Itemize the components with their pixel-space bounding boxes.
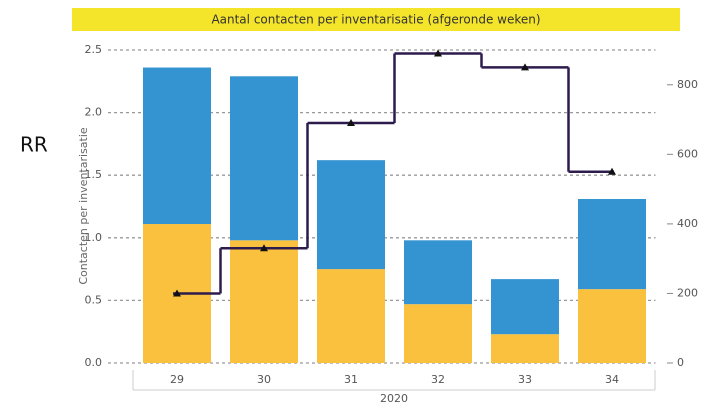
bar-segment (578, 198, 646, 290)
y-axis-label: Contacten per inventarisatie (77, 127, 90, 285)
x-tick-label: 29 (170, 373, 184, 386)
y2-tick-label: 400 (677, 217, 698, 230)
x-tick-label: 33 (518, 373, 532, 386)
bar-segment (230, 76, 298, 241)
y-tick-label: 1.5 (85, 168, 103, 181)
x-tick-label: 34 (605, 373, 619, 386)
step-marker (173, 289, 181, 297)
y-tick-label: 0.5 (85, 293, 103, 306)
x-tick-label: 32 (431, 373, 445, 386)
x-tick-label: 31 (344, 373, 358, 386)
x-tick-label: 30 (257, 373, 271, 386)
step-marker (434, 49, 442, 57)
y-tick-label: 2.5 (85, 43, 103, 56)
bar-segment (230, 240, 298, 363)
step-marker (608, 167, 616, 175)
bar-segment (491, 279, 559, 335)
y2-tick-label: 200 (677, 286, 698, 299)
y2-tick-label: 800 (677, 78, 698, 91)
chart-title: Aantal contacten per inventarisatie (afg… (211, 13, 540, 27)
side-label: RR (20, 133, 48, 157)
bar-segment (317, 160, 385, 270)
y-tick-label: 0.0 (85, 356, 103, 369)
step-marker (347, 119, 355, 127)
bar-segment (317, 269, 385, 363)
bar-segment (491, 334, 559, 363)
bar-segment (143, 67, 211, 225)
x-group-label: 2020 (380, 392, 408, 405)
step-marker (260, 244, 268, 252)
bar-segment (404, 304, 472, 363)
bar-segment (404, 240, 472, 305)
bar-segment (578, 289, 646, 363)
y-tick-label: 2.0 (85, 106, 103, 119)
y2-tick-label: 600 (677, 147, 698, 160)
y2-tick-label: 0 (677, 356, 684, 369)
title-banner (72, 8, 680, 31)
y-tick-label: 1.0 (85, 231, 103, 244)
step-marker (521, 63, 529, 71)
